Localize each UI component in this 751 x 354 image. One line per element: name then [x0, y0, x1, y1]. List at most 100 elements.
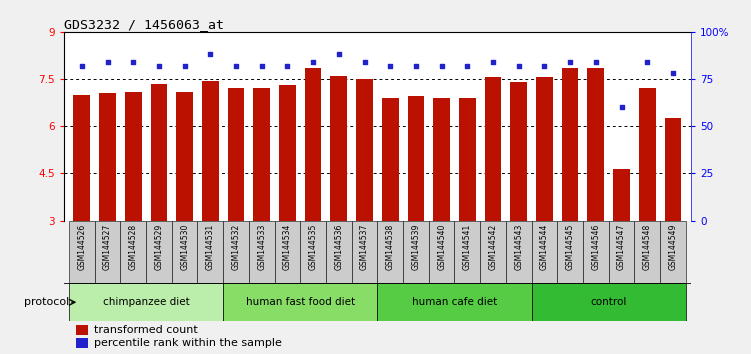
Point [538, 63, 550, 69]
Point [513, 63, 525, 69]
FancyBboxPatch shape [223, 221, 249, 284]
Bar [613, 169, 630, 221]
Bar [176, 92, 193, 221]
FancyBboxPatch shape [69, 284, 223, 321]
Text: GSM144548: GSM144548 [643, 224, 652, 270]
Bar [562, 68, 578, 221]
FancyBboxPatch shape [532, 284, 686, 321]
Text: GSM144549: GSM144549 [668, 224, 677, 270]
Point [256, 63, 268, 69]
Text: GSM144530: GSM144530 [180, 224, 189, 270]
Point [436, 63, 448, 69]
FancyBboxPatch shape [223, 284, 378, 321]
Bar [202, 81, 219, 221]
Point [333, 52, 345, 57]
FancyBboxPatch shape [249, 221, 275, 284]
Bar [125, 92, 142, 221]
Bar [74, 95, 90, 221]
FancyBboxPatch shape [172, 221, 198, 284]
Point [101, 59, 113, 65]
Point [230, 63, 242, 69]
FancyBboxPatch shape [198, 221, 223, 284]
FancyBboxPatch shape [275, 221, 300, 284]
Point [204, 52, 216, 57]
FancyBboxPatch shape [583, 221, 608, 284]
FancyBboxPatch shape [403, 221, 429, 284]
Text: GSM144539: GSM144539 [412, 224, 421, 270]
FancyBboxPatch shape [429, 221, 454, 284]
Text: GSM144527: GSM144527 [103, 224, 112, 270]
Point [76, 63, 88, 69]
Text: human cafe diet: human cafe diet [412, 297, 497, 307]
FancyBboxPatch shape [660, 221, 686, 284]
Bar [253, 88, 270, 221]
Text: GSM144547: GSM144547 [617, 224, 626, 270]
Text: GSM144528: GSM144528 [128, 224, 137, 270]
FancyBboxPatch shape [532, 221, 557, 284]
Point [461, 63, 473, 69]
Bar [356, 79, 373, 221]
Text: transformed count: transformed count [94, 325, 198, 335]
Bar [587, 68, 605, 221]
Text: GSM144545: GSM144545 [566, 224, 575, 270]
Text: GSM144541: GSM144541 [463, 224, 472, 270]
Text: GSM144533: GSM144533 [258, 224, 266, 270]
FancyBboxPatch shape [120, 221, 146, 284]
Text: control: control [590, 297, 627, 307]
Bar [511, 82, 527, 221]
Text: protocol: protocol [24, 297, 69, 307]
Point [667, 70, 679, 76]
Text: GDS3232 / 1456063_at: GDS3232 / 1456063_at [64, 18, 224, 31]
Bar [459, 98, 475, 221]
Text: GSM144529: GSM144529 [155, 224, 164, 270]
Point [179, 63, 191, 69]
FancyBboxPatch shape [326, 221, 351, 284]
Point [127, 59, 139, 65]
Text: GSM144540: GSM144540 [437, 224, 446, 270]
Text: GSM144543: GSM144543 [514, 224, 523, 270]
Text: GSM144535: GSM144535 [309, 224, 318, 270]
FancyBboxPatch shape [95, 221, 120, 284]
Bar [99, 93, 116, 221]
FancyBboxPatch shape [608, 221, 635, 284]
Text: GSM144532: GSM144532 [231, 224, 240, 270]
Bar [150, 84, 167, 221]
Text: GSM144544: GSM144544 [540, 224, 549, 270]
Bar [330, 76, 347, 221]
Bar [639, 88, 656, 221]
Bar [382, 98, 399, 221]
Bar [77, 325, 88, 335]
Text: GSM144537: GSM144537 [360, 224, 369, 270]
Bar [408, 96, 424, 221]
Point [564, 59, 576, 65]
Bar [484, 78, 502, 221]
Bar [305, 68, 321, 221]
Text: GSM144536: GSM144536 [334, 224, 343, 270]
Bar [228, 88, 244, 221]
Point [641, 59, 653, 65]
Point [358, 59, 370, 65]
FancyBboxPatch shape [69, 221, 95, 284]
Bar [536, 78, 553, 221]
FancyBboxPatch shape [506, 221, 532, 284]
Bar [77, 338, 88, 348]
FancyBboxPatch shape [378, 221, 403, 284]
FancyBboxPatch shape [480, 221, 506, 284]
Text: GSM144526: GSM144526 [77, 224, 86, 270]
Text: human fast food diet: human fast food diet [246, 297, 354, 307]
Text: GSM144538: GSM144538 [386, 224, 395, 270]
Point [282, 63, 294, 69]
Point [153, 63, 165, 69]
FancyBboxPatch shape [300, 221, 326, 284]
Point [487, 59, 499, 65]
Point [616, 104, 628, 110]
Bar [665, 118, 681, 221]
FancyBboxPatch shape [378, 284, 532, 321]
FancyBboxPatch shape [146, 221, 172, 284]
FancyBboxPatch shape [454, 221, 480, 284]
Bar [433, 98, 450, 221]
Text: GSM144534: GSM144534 [283, 224, 292, 270]
FancyBboxPatch shape [351, 221, 378, 284]
Text: GSM144542: GSM144542 [489, 224, 497, 270]
FancyBboxPatch shape [557, 221, 583, 284]
